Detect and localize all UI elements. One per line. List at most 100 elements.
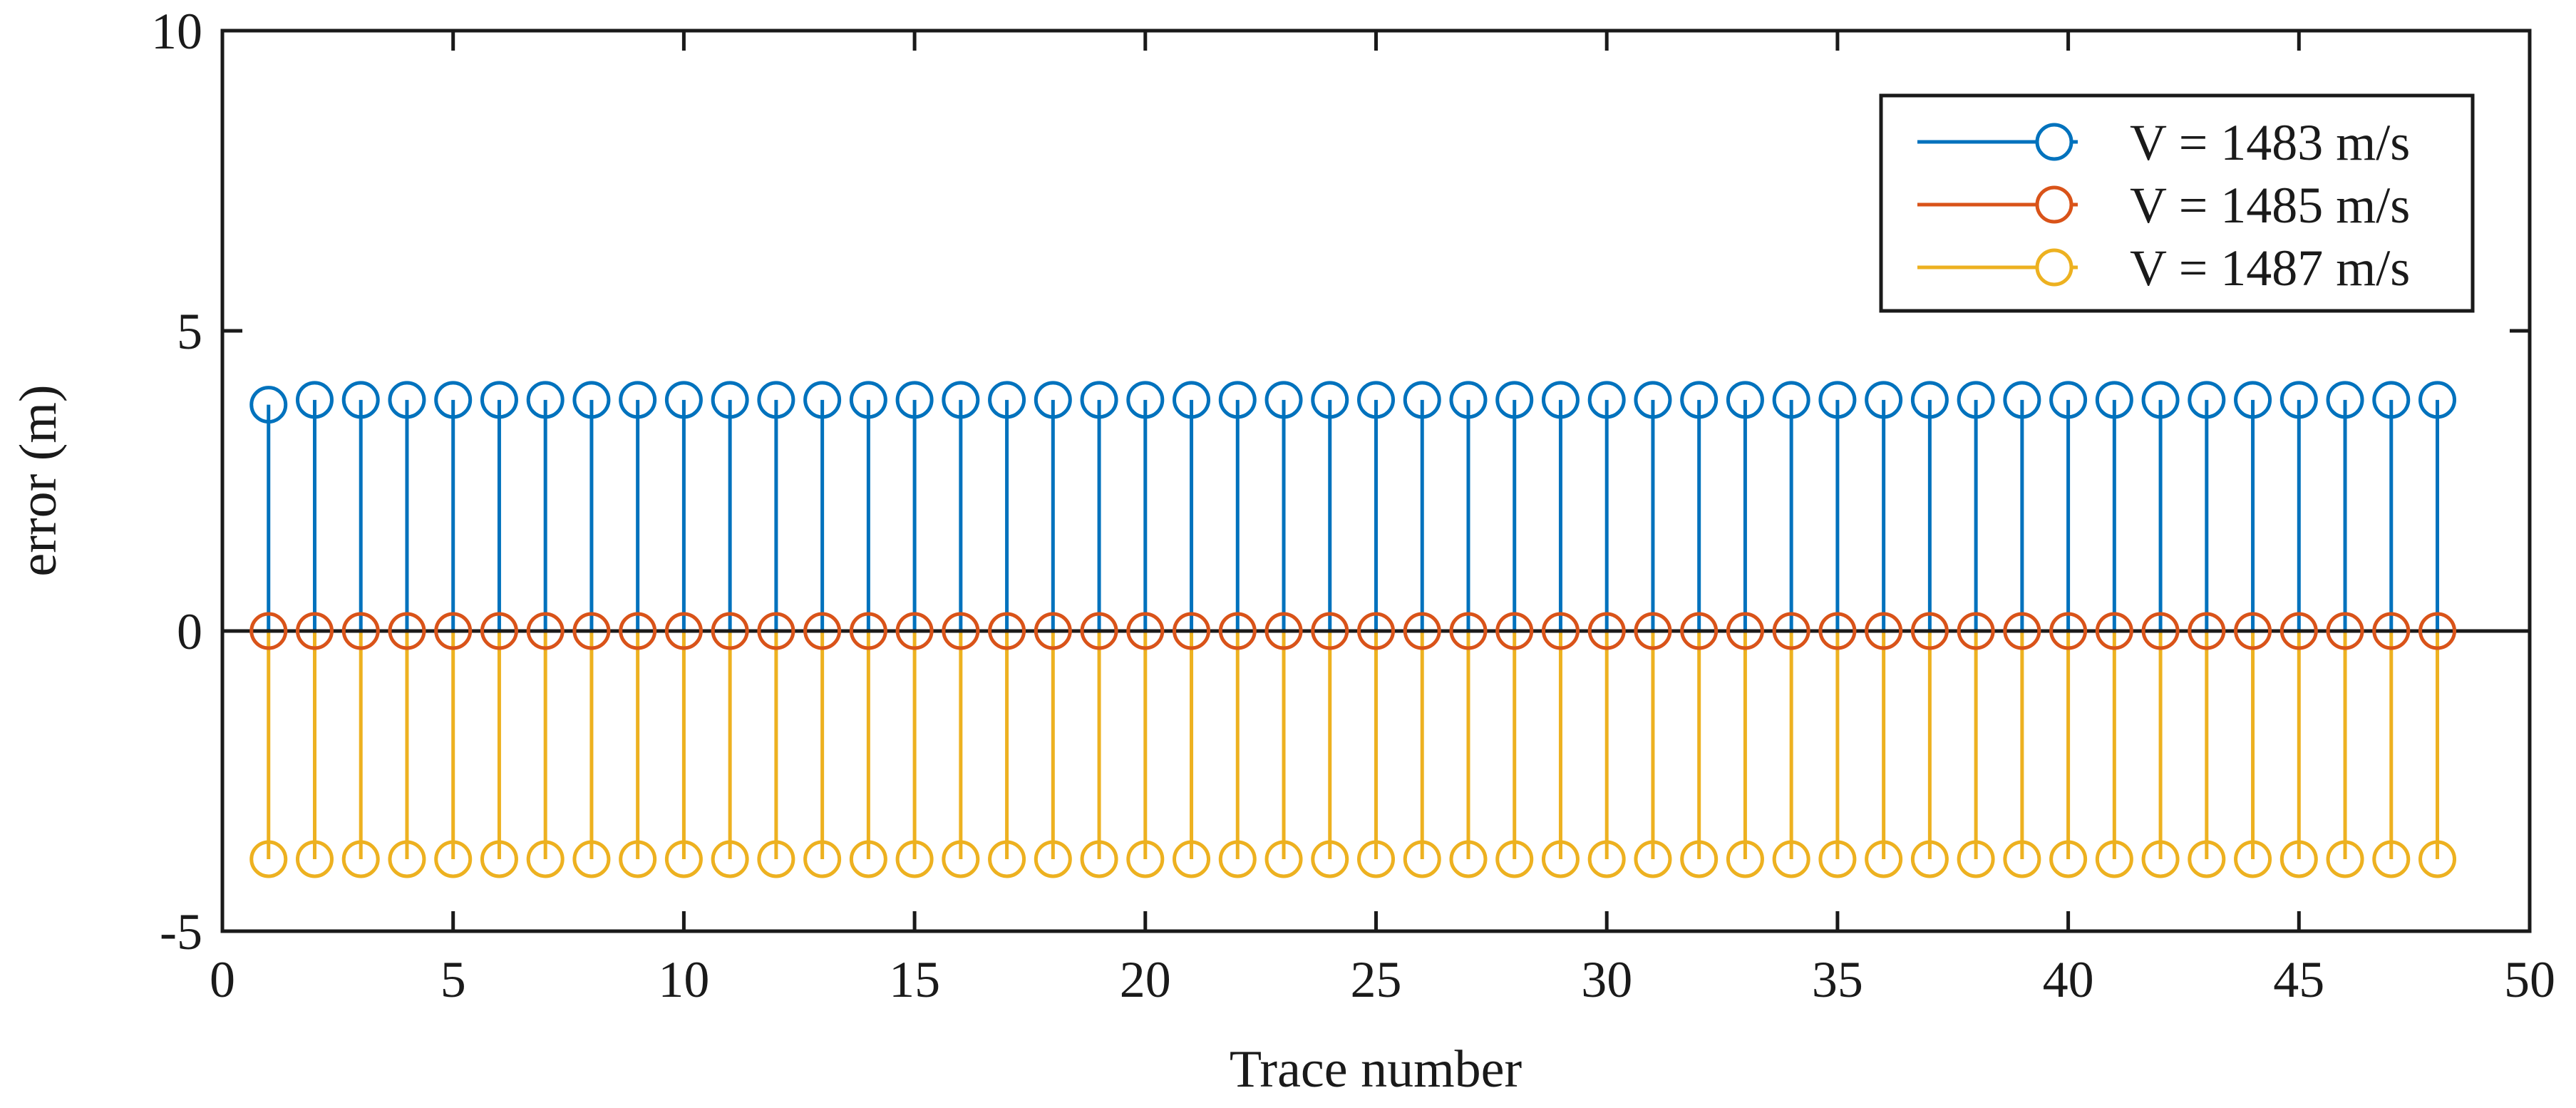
data-point-s2-30 <box>1587 612 1626 650</box>
data-point-s1-23 <box>1264 381 1303 419</box>
data-point-s3-20 <box>1126 840 1165 878</box>
data-point-s1-1 <box>249 386 288 424</box>
data-point-s1-9 <box>619 381 657 419</box>
data-point-s1-45 <box>2279 381 2318 419</box>
x-tick-label-15: 15 <box>889 951 940 1008</box>
data-point-s1-24 <box>1311 381 1349 419</box>
x-tick-label-35: 35 <box>1812 951 1863 1008</box>
data-point-s2-17 <box>988 612 1026 650</box>
y-axis-label: error (m) <box>9 384 68 576</box>
legend-items: V = 1483 m/s V = 1485 m/s V = 1487 m/s <box>1917 114 2410 297</box>
data-point-s2-21 <box>1173 612 1211 650</box>
data-point-s1-3 <box>341 381 380 419</box>
x-tick-label-30: 30 <box>1581 951 1632 1008</box>
data-point-s1-17 <box>988 381 1026 419</box>
data-point-s3-5 <box>434 840 473 878</box>
data-point-s1-21 <box>1173 381 1211 419</box>
data-point-s2-23 <box>1264 612 1303 650</box>
data-point-s1-8 <box>572 381 611 419</box>
data-point-s2-28 <box>1495 612 1534 650</box>
data-point-s2-2 <box>295 612 334 650</box>
data-point-s3-24 <box>1311 840 1349 878</box>
data-point-s2-36 <box>1865 612 1903 650</box>
data-point-s3-31 <box>1634 840 1672 878</box>
data-point-s3-33 <box>1726 840 1764 878</box>
legend-label-1: V = 1483 m/s <box>2130 114 2410 171</box>
data-point-s1-35 <box>1818 381 1857 419</box>
data-point-s1-38 <box>1957 381 1995 419</box>
data-point-s3-37 <box>1910 840 1949 878</box>
data-point-s2-20 <box>1126 612 1165 650</box>
x-tick-label-0: 0 <box>210 951 235 1008</box>
data-point-s1-19 <box>1080 381 1118 419</box>
data-point-s3-44 <box>2234 840 2272 878</box>
legend-marker-2 <box>2035 185 2073 224</box>
data-point-s3-46 <box>2326 840 2364 878</box>
data-point-s2-16 <box>942 612 980 650</box>
data-point-s3-30 <box>1587 840 1626 878</box>
data-point-s2-22 <box>1218 612 1257 650</box>
data-point-s1-25 <box>1357 381 1395 419</box>
data-point-s3-11 <box>711 840 749 878</box>
data-point-s1-6 <box>480 381 518 419</box>
data-point-s3-29 <box>1541 840 1580 878</box>
data-point-s1-7 <box>526 381 565 419</box>
data-point-s3-39 <box>2003 840 2041 878</box>
data-point-s2-3 <box>341 612 380 650</box>
data-point-s1-4 <box>388 381 426 419</box>
data-point-s1-39 <box>2003 381 2041 419</box>
data-point-s1-20 <box>1126 381 1165 419</box>
data-point-s3-42 <box>2141 840 2180 878</box>
data-point-s2-48 <box>2418 612 2457 650</box>
legend: V = 1483 m/s V = 1485 m/s V = 1487 m/s <box>1879 93 2475 313</box>
data-point-s3-12 <box>757 840 795 878</box>
legend-label-2: V = 1485 m/s <box>2130 177 2410 234</box>
data-point-s1-22 <box>1218 381 1257 419</box>
data-point-s1-42 <box>2141 381 2180 419</box>
data-point-s1-30 <box>1587 381 1626 419</box>
data-point-s1-26 <box>1403 381 1441 419</box>
data-point-s3-7 <box>526 840 565 878</box>
x-tick-label-50: 50 <box>2504 951 2555 1008</box>
data-point-s2-19 <box>1080 612 1118 650</box>
data-point-s1-43 <box>2188 381 2226 419</box>
data-point-s3-8 <box>572 840 611 878</box>
data-point-s2-46 <box>2326 612 2364 650</box>
data-point-s3-3 <box>341 840 380 878</box>
data-point-s1-16 <box>942 381 980 419</box>
data-point-s3-23 <box>1264 840 1303 878</box>
data-point-s2-42 <box>2141 612 2180 650</box>
stems-layer <box>267 399 2440 859</box>
data-point-s3-38 <box>1957 840 1995 878</box>
data-point-s3-6 <box>480 840 518 878</box>
data-point-s2-34 <box>1772 612 1810 650</box>
data-point-s2-38 <box>1957 612 1995 650</box>
data-point-s2-18 <box>1034 612 1072 650</box>
data-point-s3-4 <box>388 840 426 878</box>
y-tick-label-0: 0 <box>177 603 202 660</box>
data-point-s1-28 <box>1495 381 1534 419</box>
data-point-s3-48 <box>2418 840 2457 878</box>
data-point-s2-27 <box>1449 612 1488 650</box>
data-point-s1-5 <box>434 381 473 419</box>
data-point-s3-45 <box>2279 840 2318 878</box>
data-point-s1-48 <box>2418 381 2457 419</box>
data-point-s3-17 <box>988 840 1026 878</box>
x-axis-label: Trace number <box>1230 1040 1522 1099</box>
data-point-s1-32 <box>1680 381 1719 419</box>
data-point-s3-40 <box>2049 840 2088 878</box>
data-point-s3-43 <box>2188 840 2226 878</box>
data-point-s2-25 <box>1357 612 1395 650</box>
data-point-s2-35 <box>1818 612 1857 650</box>
data-point-s1-2 <box>295 381 334 419</box>
data-point-s2-15 <box>895 612 934 650</box>
data-point-s3-26 <box>1403 840 1441 878</box>
data-point-s3-1 <box>249 840 288 878</box>
data-point-s3-18 <box>1034 840 1072 878</box>
x-tick-label-5: 5 <box>441 951 466 1008</box>
data-point-s2-47 <box>2372 612 2411 650</box>
y-tick-label-10: 10 <box>151 3 202 60</box>
data-point-s3-25 <box>1357 840 1395 878</box>
